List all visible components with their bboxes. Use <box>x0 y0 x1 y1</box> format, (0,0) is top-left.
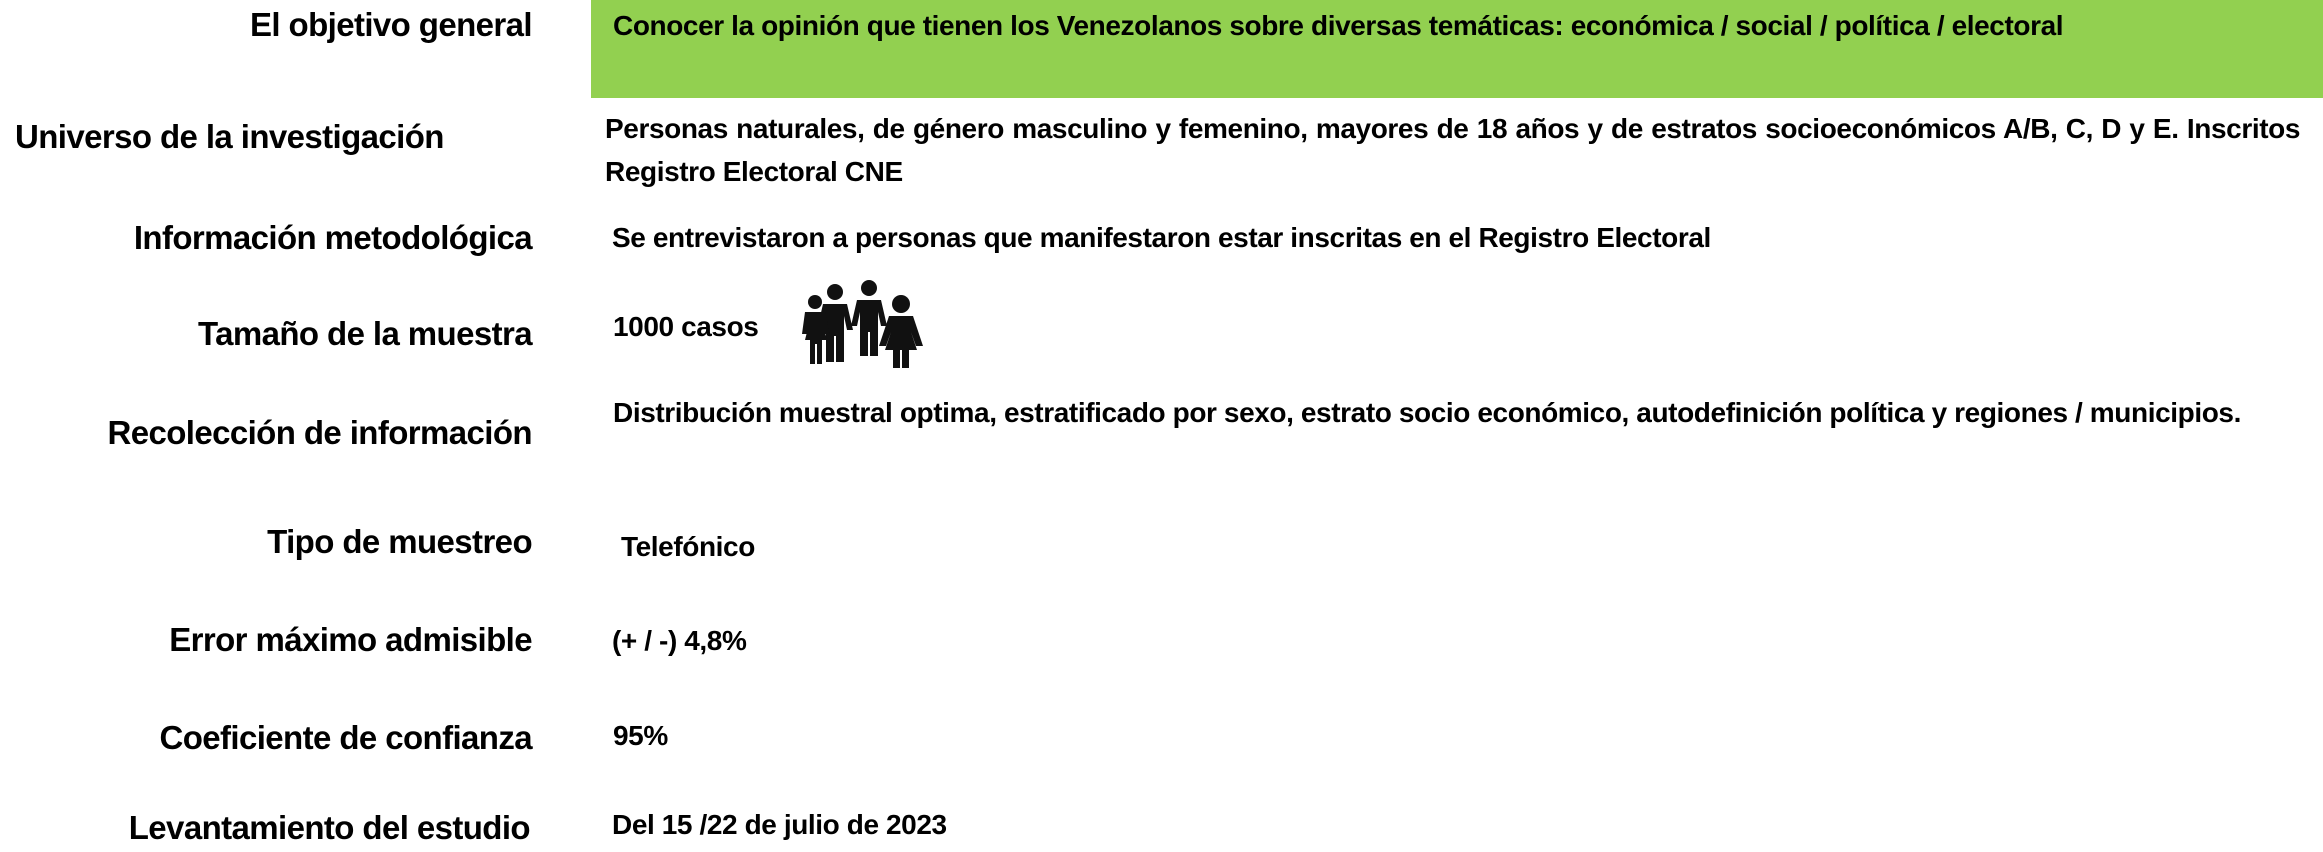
highlight-box <box>591 0 2323 98</box>
row-value: Conocer la opinión que tienen los Venezo… <box>613 10 2064 41</box>
row-label: Error máximo admisible <box>169 621 532 658</box>
row-label: Tipo de muestreo <box>267 523 532 560</box>
row-label: Universo de la investigación <box>15 118 444 155</box>
row-label: Tamaño de la muestra <box>197 315 533 352</box>
row-value: Personas naturales, de género masculino … <box>605 113 2300 187</box>
row-value: 1000 casos <box>613 311 759 342</box>
row-label: Coeficiente de confianza <box>159 719 532 756</box>
row-value: Distribución muestral optima, estratific… <box>613 397 2241 428</box>
row-label: Recolección de información <box>107 414 532 451</box>
people-icon <box>802 280 923 368</box>
row-label: Información metodológica <box>133 219 533 256</box>
row-label: El objetivo general <box>249 6 533 43</box>
row-value: (+ / -) 4,8% <box>612 625 747 656</box>
row-value: Del 15 /22 de julio de 2023 <box>612 809 947 840</box>
row-label: Levantamiento del estudio <box>128 809 531 846</box>
row-value: Telefónico <box>621 531 755 562</box>
row-value: 95% <box>613 720 668 751</box>
row-value: Se entrevistaron a personas que manifest… <box>612 222 1711 253</box>
